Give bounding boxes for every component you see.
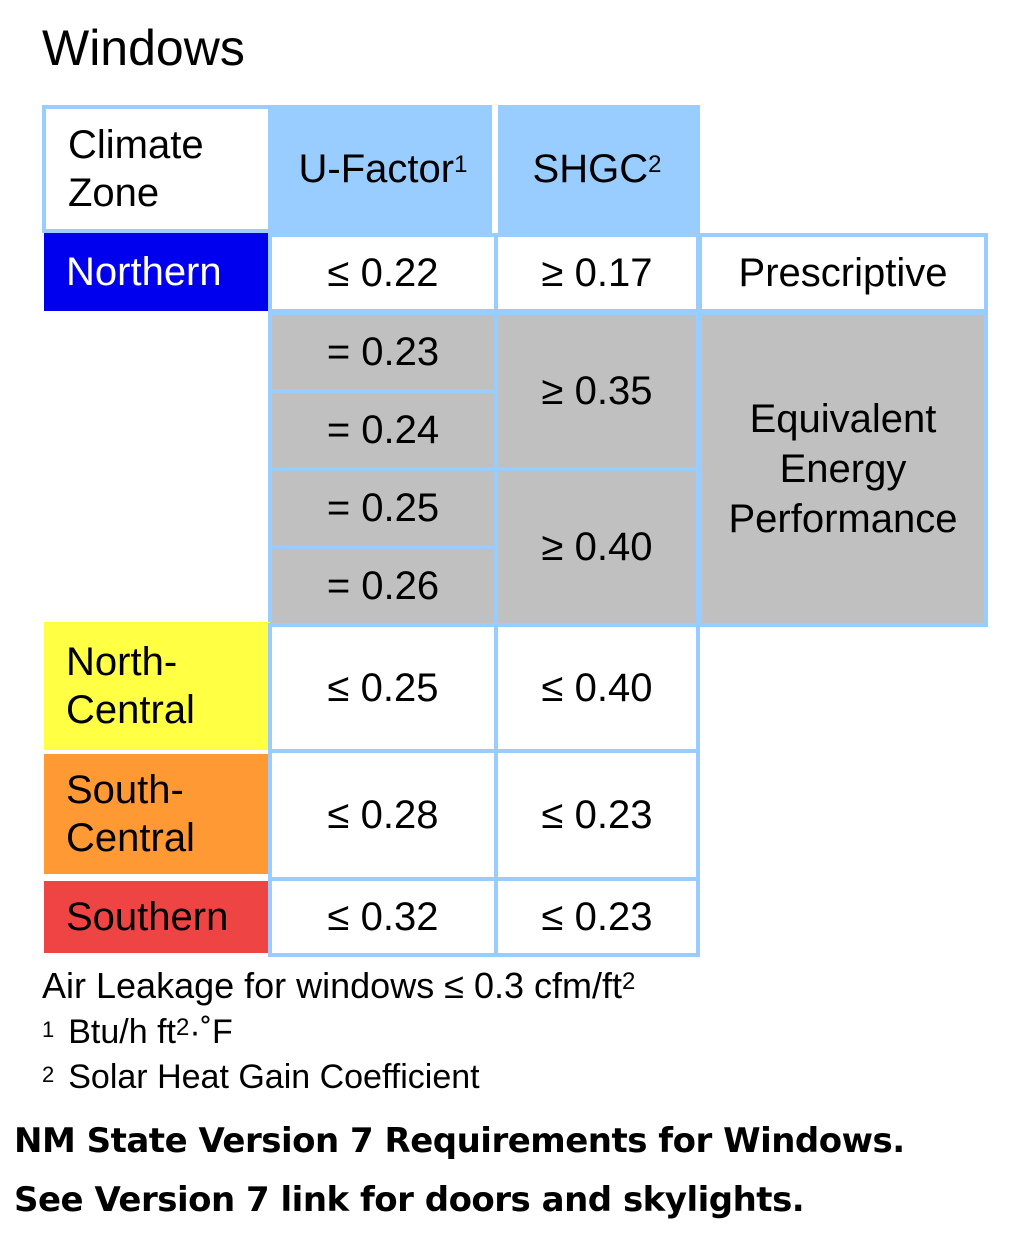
windows-requirements-table: Climate Zone U-Factor 1 SHGC 2 Northern ≤ … [42, 105, 988, 957]
header-u-factor-label: U-Factor [298, 147, 455, 191]
south-central-shgc: ≤ 0.23 [494, 749, 700, 881]
north-central-shgc: ≤ 0.40 [494, 623, 700, 753]
footnote-1-sup: 2 [175, 1014, 190, 1041]
equiv-u-value: = 0.24 [326, 408, 440, 452]
zone-south-central-label: South- Central [66, 768, 195, 860]
equiv-u-value: = 0.25 [326, 486, 440, 530]
air-leakage-sup: 2 [622, 968, 636, 995]
caption-line-1: NM State Version 7 Requirements for Wind… [14, 1121, 905, 1161]
north-central-u-factor: ≤ 0.25 [268, 623, 498, 753]
footnote-2-text: Solar Heat Gain Coefficient [68, 1058, 480, 1096]
header-shgc: SHGC 2 [494, 105, 700, 233]
south-central-shgc-value: ≤ 0.23 [541, 793, 653, 837]
zone-north-central: North- Central [44, 622, 270, 750]
header-climate-zone-label: Climate Zone [68, 123, 204, 215]
southern-shgc-value: ≤ 0.23 [541, 895, 653, 939]
header-divider [492, 105, 498, 233]
zone-south-central: South- Central [44, 754, 270, 874]
southern-u-value: ≤ 0.32 [327, 895, 439, 939]
southern-shgc: ≤ 0.23 [494, 877, 700, 957]
footnote-mark-2: 2 [648, 151, 662, 178]
equiv-shgc-value: ≥ 0.40 [541, 525, 653, 569]
caption-line-2: See Version 7 link for doors and skyligh… [14, 1180, 805, 1220]
equiv-u-value: = 0.26 [326, 564, 440, 608]
page-title: Windows [42, 20, 245, 76]
zone-north-central-label: North- Central [66, 640, 195, 732]
air-leakage-text: Air Leakage for windows ≤ 0.3 cfm/ft [42, 965, 623, 1006]
zone-southern: Southern [44, 881, 270, 953]
north-central-shgc-value: ≤ 0.40 [541, 666, 653, 710]
zone-northern: Northern [44, 233, 270, 311]
header-u-factor: U-Factor 1 [270, 105, 496, 233]
footnote-2-mark: 2 [42, 1062, 55, 1087]
equivalent-energy-label: Equivalent Energy Performance [728, 397, 958, 541]
footnote-mark-1: 1 [454, 151, 468, 178]
south-central-u-factor: ≤ 0.28 [268, 749, 498, 881]
footnote-1-text: Btu/h ft [68, 1013, 176, 1051]
equiv-u-row-3: = 0.25 [268, 467, 498, 549]
prescriptive-label: Prescriptive [738, 251, 948, 295]
southern-u-factor: ≤ 0.32 [268, 877, 498, 957]
equiv-u-row-4: = 0.26 [268, 545, 498, 627]
equiv-shgc-value: ≥ 0.35 [541, 369, 653, 413]
footnote-1: 1 Btu/h ft2·˚F [42, 1012, 233, 1052]
footnote-1-suffix: ·˚F [189, 1013, 233, 1051]
equiv-u-value: = 0.23 [326, 330, 440, 374]
zone-northern-label: Northern [66, 250, 222, 294]
northern-shgc-value: ≥ 0.17 [541, 251, 653, 295]
air-leakage-note: Air Leakage for windows ≤ 0.3 cfm/ft2 [42, 966, 635, 1006]
northern-u-factor: ≤ 0.22 [268, 233, 498, 313]
equiv-u-row-1: = 0.23 [268, 311, 498, 393]
equivalent-energy-path: Equivalent Energy Performance [698, 311, 988, 627]
footnote-2: 2 Solar Heat Gain Coefficient [42, 1057, 480, 1097]
south-central-u-value: ≤ 0.28 [327, 793, 439, 837]
header-climate-zone: Climate Zone [42, 105, 272, 233]
north-central-u-value: ≤ 0.25 [327, 666, 439, 710]
header-shgc-label: SHGC [532, 147, 649, 191]
equiv-shgc-1: ≥ 0.35 [494, 311, 700, 471]
prescriptive-path: Prescriptive [698, 233, 988, 313]
northern-u-value: ≤ 0.22 [327, 251, 439, 295]
northern-shgc: ≥ 0.17 [494, 233, 700, 313]
zone-southern-label: Southern [66, 895, 229, 939]
footnote-1-mark: 1 [42, 1017, 55, 1042]
equiv-u-row-2: = 0.24 [268, 389, 498, 471]
equiv-shgc-2: ≥ 0.40 [494, 467, 700, 627]
